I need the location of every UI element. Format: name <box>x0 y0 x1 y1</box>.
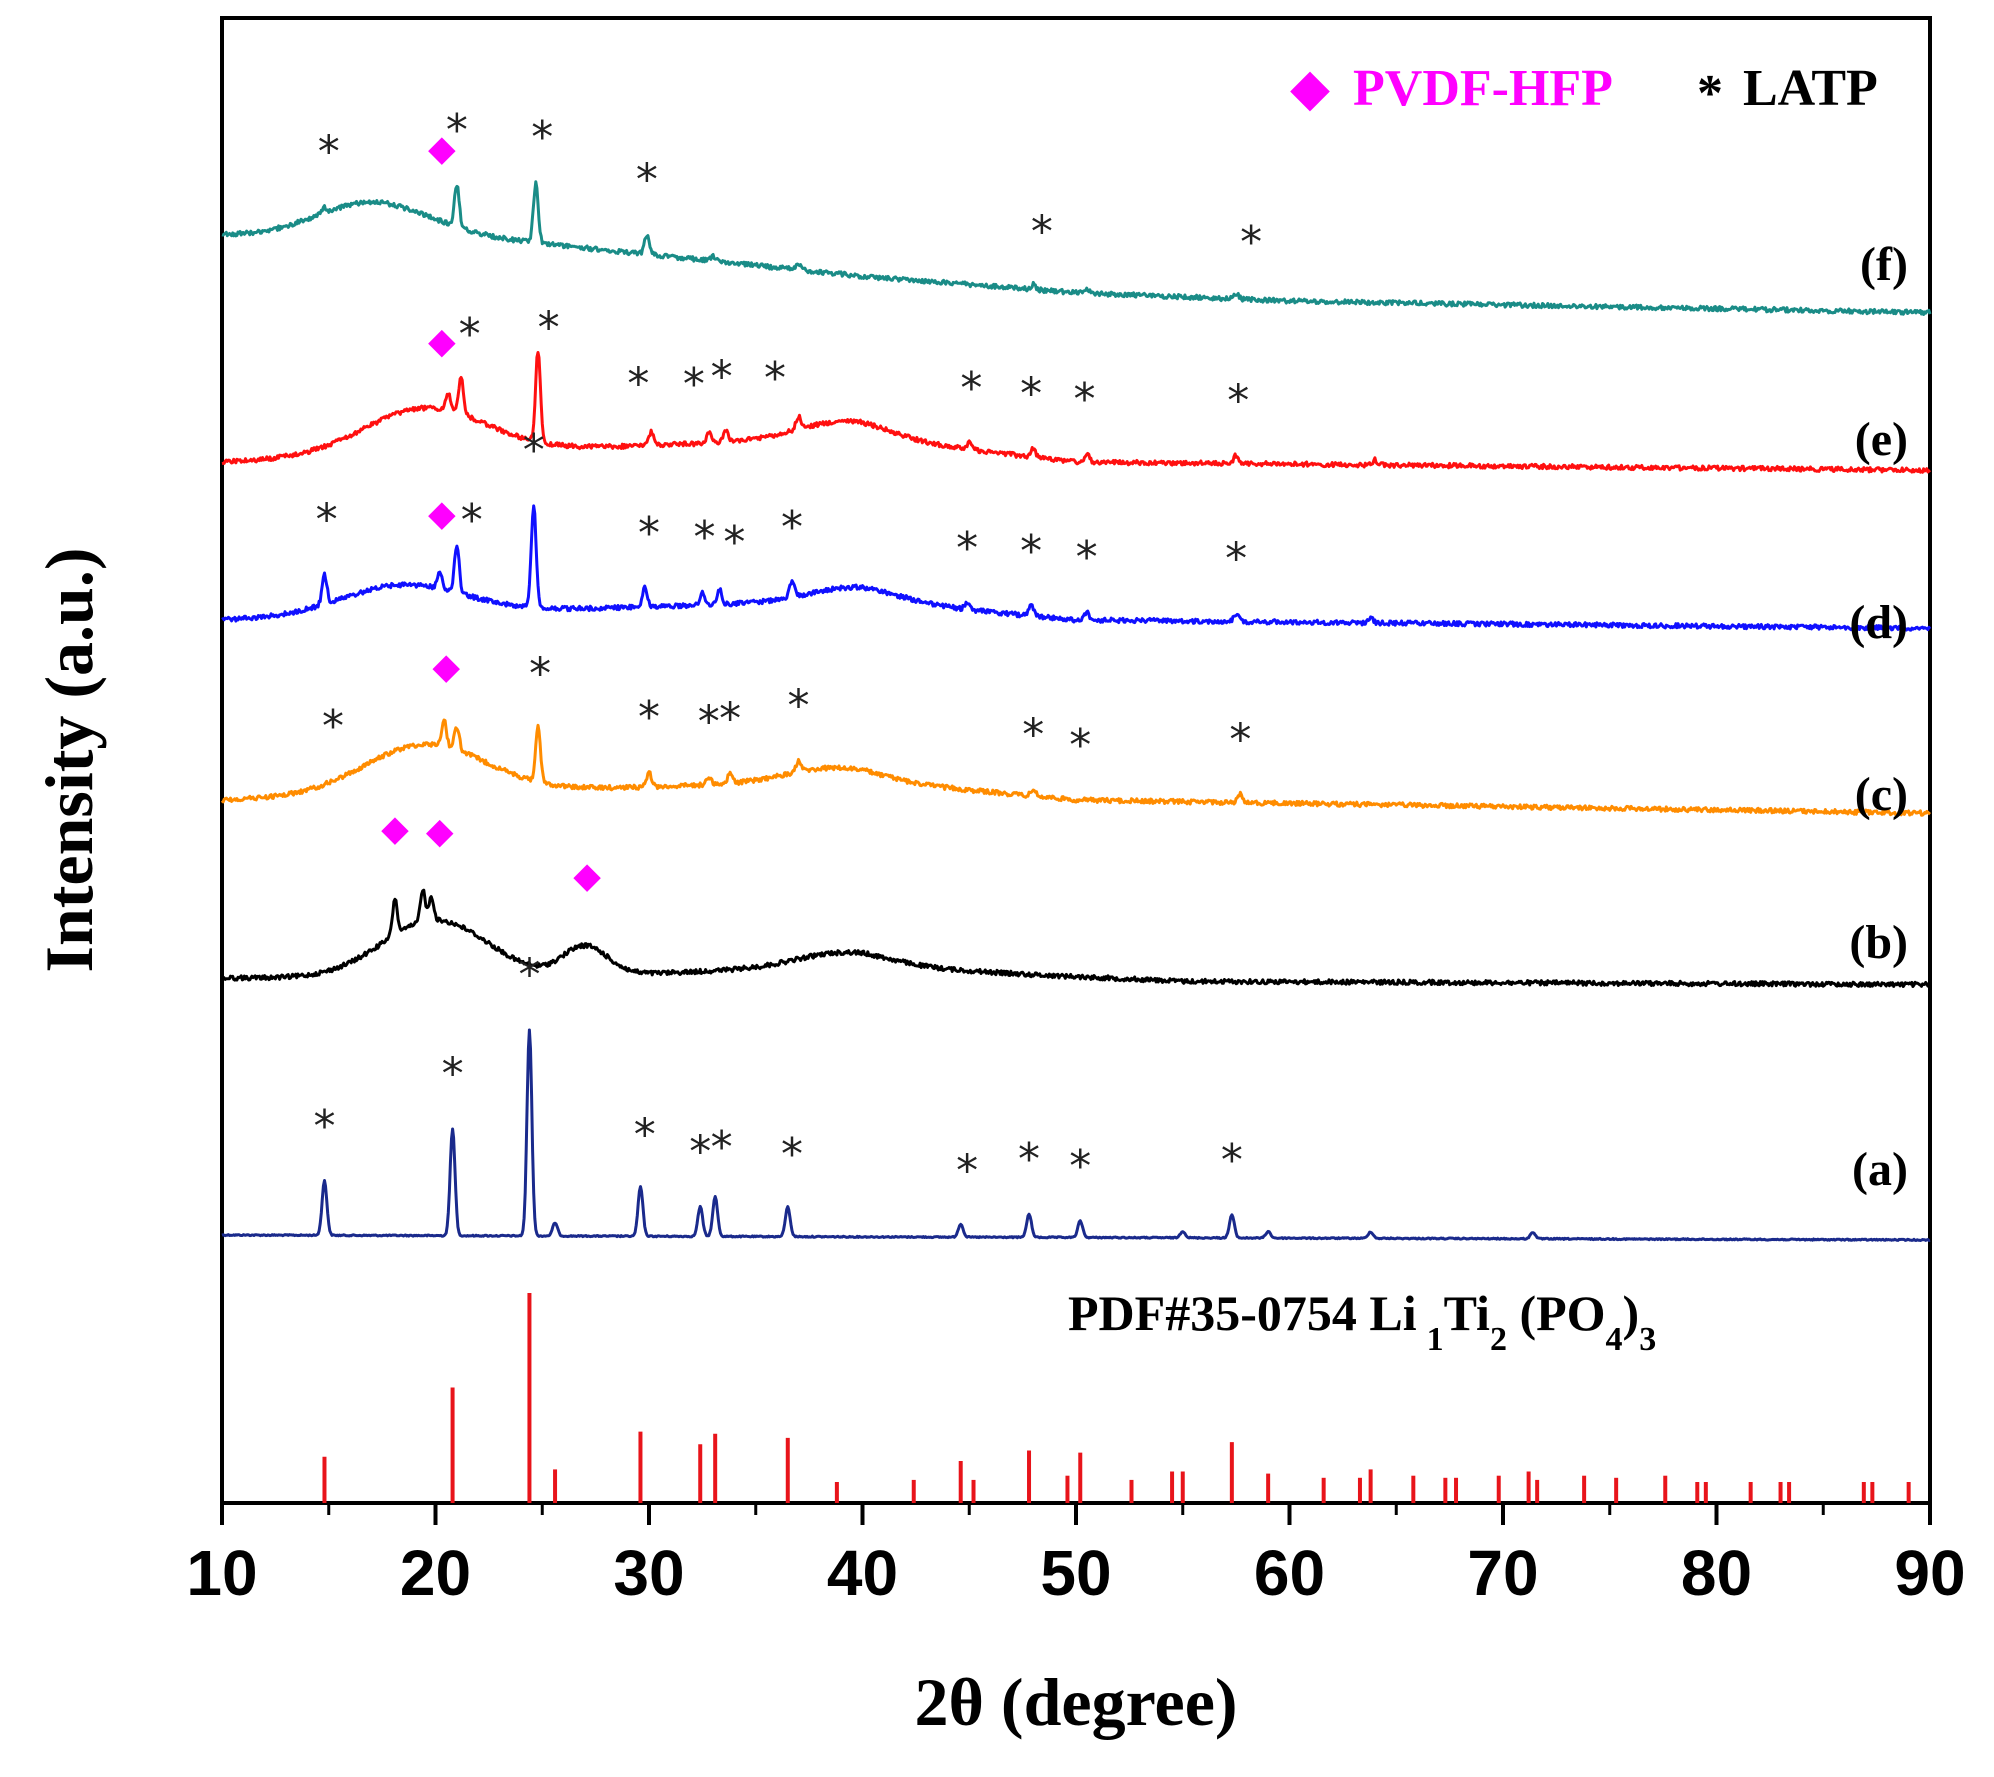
series-label: (a) <box>1852 1143 1908 1196</box>
latp-star-marker: * <box>529 649 551 700</box>
pvdf-diamond-marker: ◆ <box>428 128 456 168</box>
pvdf-diamond-marker: ◆ <box>573 856 601 896</box>
x-tick-label: 10 <box>186 1537 257 1609</box>
series-line-f <box>221 180 1932 316</box>
series-line-a <box>221 1028 1931 1242</box>
x-tick-label: 20 <box>400 1537 471 1609</box>
reference-label-sub-2: 2 <box>1490 1321 1507 1358</box>
reference-label-sub-4: 4 <box>1606 1321 1623 1358</box>
latp-star-marker: * <box>711 351 733 402</box>
latp-star-marker: * <box>683 359 705 410</box>
series-line-c <box>220 718 1931 817</box>
latp-star-marker: * <box>1069 1141 1091 1192</box>
latp-star-marker: * <box>723 517 745 568</box>
reference-label-paren: ) <box>1623 1285 1640 1341</box>
latp-star-marker: * <box>638 692 660 743</box>
legend: ◆ PVDF-HFP * LATP <box>1290 60 1878 122</box>
latp-star-marker: * <box>518 950 540 1001</box>
reference-label-po: (PO <box>1507 1285 1606 1341</box>
latp-star-marker: * <box>1227 375 1249 426</box>
latp-star-marker: * <box>719 693 741 744</box>
pvdf-diamond-marker: ◆ <box>426 811 454 851</box>
x-tick-label: 50 <box>1040 1537 1111 1609</box>
latp-star-marker: * <box>531 112 553 163</box>
series-label: (b) <box>1849 916 1908 969</box>
latp-star-marker: * <box>318 127 340 178</box>
reference-label-main: PDF#35-0754 Li <box>1068 1285 1417 1341</box>
pvdf-diamond-marker: ◆ <box>428 321 456 361</box>
x-tick-label: 60 <box>1254 1537 1325 1609</box>
pvdf-diamond-marker: ◆ <box>428 493 456 533</box>
pvdf-diamond-marker: ◆ <box>381 809 409 849</box>
series-label: (e) <box>1855 413 1908 466</box>
latp-star-marker: * <box>316 494 338 545</box>
x-tick-label: 40 <box>827 1537 898 1609</box>
latp-star-marker: * <box>781 1129 803 1180</box>
latp-star-marker: * <box>322 701 344 752</box>
latp-star-marker: * <box>1221 1135 1243 1186</box>
latp-star-marker: * <box>1240 217 1262 268</box>
x-tick-label: 70 <box>1467 1537 1538 1609</box>
x-tick-label: 80 <box>1681 1537 1752 1609</box>
latp-star-marker: * <box>446 105 468 156</box>
latp-star-marker: * <box>1018 1134 1040 1185</box>
latp-star-marker: * <box>711 1122 733 1173</box>
latp-star-marker: * <box>538 302 560 353</box>
latp-star-marker: * <box>694 512 716 563</box>
latp-star-marker: * <box>1074 374 1096 425</box>
latp-star-marker: * <box>1076 532 1098 583</box>
legend-pvdf-label: PVDF-HFP <box>1353 60 1613 117</box>
latp-star-marker: * <box>313 1101 335 1152</box>
reference-label-sub-1: 1 <box>1427 1321 1444 1358</box>
latp-star-marker: * <box>638 508 660 559</box>
x-axis-title: 2θ (degree) <box>914 1664 1237 1740</box>
series-label: (f) <box>1860 238 1908 291</box>
reference-label: PDF#35-0754 Li 1Ti2 (PO4)3 <box>1068 1285 1656 1358</box>
x-axis: 10 20 30 40 50 60 70 80 90 <box>186 1503 1966 1609</box>
latp-star-marker: * <box>1031 206 1053 257</box>
latp-star-marker: * <box>1069 720 1091 771</box>
legend-latp-marker: * <box>1697 65 1723 122</box>
latp-star-marker: * <box>636 155 658 206</box>
x-tick-label: 30 <box>613 1537 684 1609</box>
latp-star-marker: * <box>1020 369 1042 420</box>
pvdf-diamond-marker: ◆ <box>432 647 460 687</box>
latp-star-marker: * <box>1022 709 1044 760</box>
y-axis-title: Intensity (a.u.) <box>31 547 107 972</box>
latp-star-marker: * <box>960 363 982 414</box>
series-label: (d) <box>1849 596 1908 649</box>
latp-star-marker: * <box>956 1146 978 1197</box>
latp-star-marker: * <box>781 502 803 553</box>
latp-star-marker: * <box>1229 714 1251 765</box>
latp-star-marker: * <box>442 1048 464 1099</box>
reference-label-ti: Ti <box>1444 1285 1490 1341</box>
latp-star-marker: * <box>459 309 481 360</box>
latp-star-marker: * <box>523 425 545 476</box>
legend-latp-label: LATP <box>1743 60 1878 117</box>
latp-star-marker: * <box>461 495 483 546</box>
latp-star-marker: * <box>634 1110 656 1161</box>
latp-star-marker: * <box>698 696 720 747</box>
latp-star-marker: * <box>627 358 649 409</box>
marker-group: (a)**** * * * * * * *(b)◆ ◆◆(c)*** * * ** * *◆(d)* ***… <box>313 105 1908 1197</box>
series-line-e <box>221 351 1932 474</box>
latp-star-marker: * <box>689 1127 711 1178</box>
x-tick-label: 90 <box>1894 1537 1965 1609</box>
latp-star-marker: * <box>787 680 809 731</box>
latp-star-marker: * <box>764 353 786 404</box>
series-group <box>220 180 1932 1242</box>
series-line-b <box>221 888 1932 988</box>
latp-star-marker: * <box>1225 533 1247 584</box>
reference-pattern <box>322 1293 1911 1503</box>
series-line-d <box>221 504 1932 632</box>
series-label: (c) <box>1855 768 1908 821</box>
latp-star-marker: * <box>956 523 978 574</box>
latp-star-marker: * <box>1020 526 1042 577</box>
legend-pvdf-marker: ◆ <box>1290 60 1330 117</box>
reference-label-sub-3: 3 <box>1639 1321 1656 1358</box>
